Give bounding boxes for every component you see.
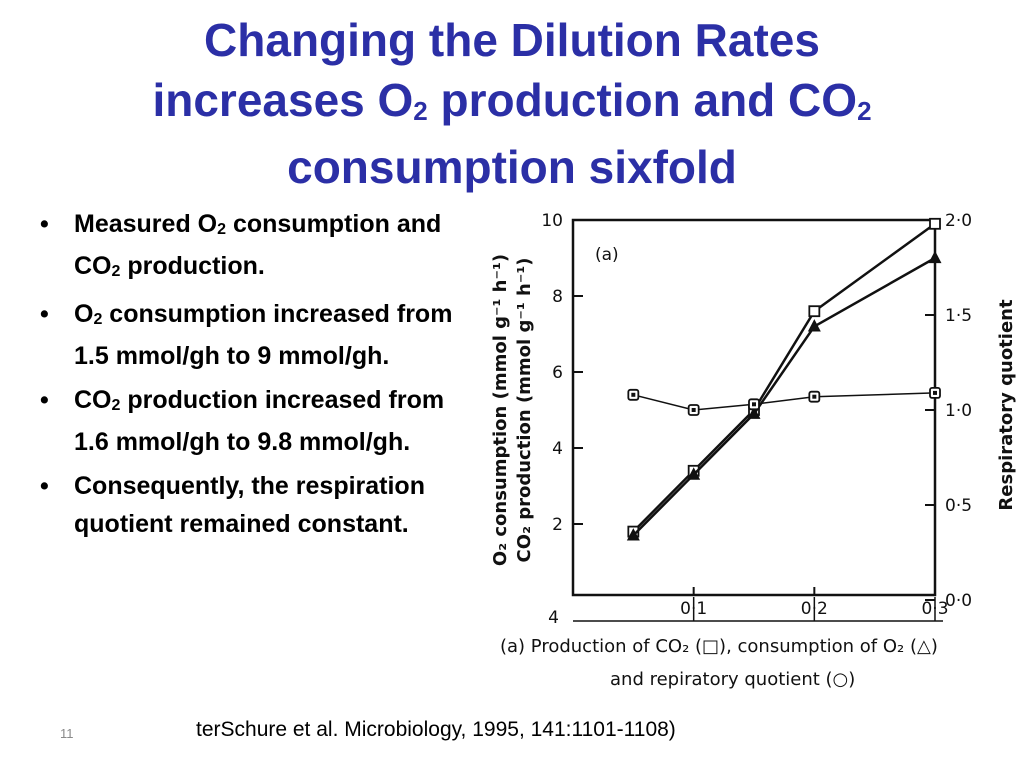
- data-point-triangle: [626, 528, 640, 541]
- y-left-tick-label: 2: [552, 515, 563, 535]
- bullet-subscript: 2: [217, 221, 227, 238]
- y-left-label-2: CO₂ production (mmol g⁻¹ h⁻¹): [514, 258, 535, 563]
- data-point-triangle: [807, 319, 821, 332]
- bullet-item: • Measured O2 consumption and CO2 product…: [36, 205, 456, 289]
- data-point-square: [808, 305, 821, 318]
- title-line-3: consumption sixfold: [287, 141, 737, 193]
- y-right-tick-label: 0·5: [945, 496, 972, 516]
- chart-plot: 2 4 6 8 10 0·0 0·5 1·0 1·5 2·0 0·1 0·2 0·3 4 (a) O₂ con…: [490, 211, 1017, 690]
- y-right-tick-label: 2·0: [945, 211, 972, 231]
- data-point-circle-center: [933, 390, 937, 395]
- bullet-text: consumption increased from 1.5 mmol/gh t…: [74, 300, 453, 370]
- bullet-icon: •: [40, 300, 49, 328]
- bullet-text: CO: [74, 386, 112, 414]
- data-point-circle-center: [812, 394, 817, 399]
- x-axis-fragment: 4: [548, 608, 559, 628]
- data-point-triangle: [687, 467, 701, 480]
- y-right-label: Respiratory quotient: [996, 299, 1017, 511]
- data-point-square: [929, 217, 941, 230]
- bullet-text: Measured O: [74, 210, 218, 238]
- y-right-tick-label: 0·0: [945, 591, 972, 611]
- title-text: increases O: [152, 74, 414, 126]
- x-tick-label: 0·3: [921, 599, 948, 619]
- title-line-2: increases O2 production and CO2: [40, 70, 984, 137]
- y-left-label-1: O₂ consumption (mmol g⁻¹ h⁻¹): [490, 254, 511, 566]
- y-left-tick-label: 10: [541, 211, 563, 231]
- bullet-text: production.: [120, 252, 265, 280]
- y-left-tick-label: 4: [552, 439, 563, 459]
- bullet-subscript: 2: [93, 311, 103, 328]
- y-right-tick-label: 1·0: [945, 401, 972, 421]
- title-subscript: 2: [857, 96, 872, 126]
- title-line-1: Changing the Dilution Rates: [204, 14, 820, 66]
- bullet-icon: •: [40, 210, 49, 238]
- slide-number: 11: [60, 726, 74, 741]
- bullet-icon: •: [40, 472, 49, 500]
- bullet-text: O: [74, 300, 94, 328]
- data-point-circle-center: [691, 408, 696, 412]
- bullet-list: • Measured O2 consumption and CO2 product…: [36, 205, 456, 549]
- plot-frame: [571, 218, 937, 597]
- bullet-item: • CO2 production increased from 1.6 mmol/…: [36, 381, 456, 461]
- bullet-text: production increased from 1.6 mmol/gh to…: [74, 386, 445, 456]
- data-point-triangle: [747, 406, 761, 419]
- chart-caption-line-1: (a) Production of CO₂ (□), consumption o…: [500, 636, 938, 657]
- y-left-tick-label: 6: [552, 363, 563, 383]
- bullet-icon: •: [40, 386, 49, 414]
- data-point-circle-center: [631, 392, 636, 397]
- series-line-square: [632, 222, 936, 533]
- bullet-item: • O2 consumption increased from 1.5 mmol/…: [36, 295, 456, 375]
- title-subscript: 2: [413, 96, 428, 126]
- y-left-tick-label: 8: [552, 287, 563, 307]
- bullet-text: consumption and CO: [74, 210, 442, 280]
- series-line-triangle: [632, 256, 936, 537]
- panel-label: (a): [595, 245, 619, 265]
- title-text: production and CO: [427, 74, 858, 126]
- bullet-subscript: 2: [111, 397, 121, 414]
- x-tick-label: 0·1: [680, 599, 707, 619]
- bullet-text: Consequently, the respiration quotient r…: [74, 472, 425, 538]
- chart-figure: 2 4 6 8 10 0·0 0·5 1·0 1·5 2·0 0·1 0·2 0·3 4 (a) O₂ con…: [490, 211, 1017, 690]
- citation: terSchure et al. Microbiology, 1995, 141…: [196, 718, 676, 741]
- data-point-triangle: [928, 250, 942, 264]
- chart-caption-line-2: and repiratory quotient (○): [610, 669, 855, 690]
- series-line-circle: [633, 392, 936, 411]
- data-point-circle-center: [752, 402, 756, 407]
- bullet-subscript: 2: [111, 263, 121, 280]
- y-right-tick-label: 1·5: [945, 306, 972, 326]
- bullet-item: • Consequently, the respiration quotient …: [36, 467, 456, 543]
- slide-title: Changing the Dilution Rates increases O2…: [40, 10, 984, 197]
- x-tick-label: 0·2: [801, 599, 828, 619]
